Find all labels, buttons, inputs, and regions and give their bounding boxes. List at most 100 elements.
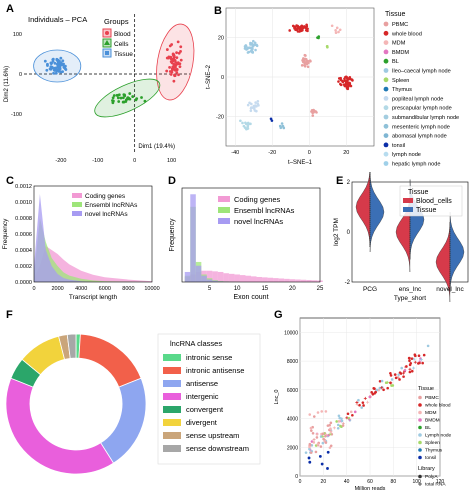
legend-marker bbox=[418, 440, 422, 445]
data-point bbox=[334, 31, 338, 34]
data-point bbox=[255, 44, 259, 48]
legend-label: Blood_cells bbox=[416, 198, 452, 205]
data-point bbox=[254, 48, 257, 52]
data-point bbox=[172, 57, 176, 61]
y-tick-label: 0 bbox=[295, 474, 298, 480]
data-point bbox=[117, 93, 121, 97]
data-point bbox=[329, 421, 333, 425]
series-area bbox=[34, 194, 152, 282]
data-point bbox=[52, 71, 55, 75]
data-point bbox=[308, 445, 311, 449]
legend-marker bbox=[418, 403, 422, 407]
y-axis-label: Frequency bbox=[169, 218, 176, 252]
data-point bbox=[176, 40, 180, 44]
data-point bbox=[366, 400, 370, 404]
legend-swatch bbox=[218, 207, 230, 213]
legend-label: PBMC bbox=[425, 395, 439, 401]
data-point bbox=[326, 450, 330, 454]
legend2-label: total RNA bbox=[425, 482, 446, 488]
data-point bbox=[253, 109, 257, 112]
data-point bbox=[319, 445, 323, 448]
legend-title: Groups bbox=[104, 17, 129, 26]
legend-title: Tissue bbox=[418, 386, 434, 392]
x-tick-label: 20 bbox=[343, 150, 349, 156]
legend-label: prescapular lymph node bbox=[392, 106, 452, 112]
panel-b-tsne: B -40 -20 0 20 20 0 -20 t–SNE–1 t–SNE–2 Tissue PBM… bbox=[206, 5, 459, 168]
data-point bbox=[341, 424, 345, 427]
data-point bbox=[408, 367, 412, 371]
data-point bbox=[116, 96, 120, 100]
data-point bbox=[324, 434, 327, 438]
data-point bbox=[308, 447, 311, 451]
data-point bbox=[410, 357, 414, 361]
data-point bbox=[328, 446, 332, 449]
data-point bbox=[329, 444, 333, 448]
legend-marker bbox=[418, 425, 422, 430]
y-tick-label: 0.0008 bbox=[15, 216, 32, 222]
legend-marker bbox=[383, 77, 389, 83]
data-point bbox=[117, 100, 121, 103]
y-tick-label: 4000 bbox=[287, 417, 298, 423]
data-point bbox=[111, 96, 115, 100]
data-point bbox=[345, 81, 348, 85]
data-point bbox=[250, 106, 254, 109]
legend-label: Ensembl lncRNAs bbox=[85, 202, 138, 209]
data-point bbox=[128, 92, 132, 95]
data-point bbox=[170, 70, 174, 74]
data-point bbox=[57, 66, 61, 69]
data-point bbox=[326, 467, 329, 470]
data-point bbox=[54, 71, 58, 75]
data-point bbox=[170, 43, 174, 46]
legend-swatch bbox=[163, 354, 181, 361]
histogram-bar bbox=[300, 279, 307, 282]
data-point bbox=[336, 423, 340, 427]
histogram-bar bbox=[239, 275, 246, 282]
data-point bbox=[353, 410, 357, 414]
data-point bbox=[245, 122, 248, 126]
data-point bbox=[346, 78, 349, 82]
legend-marker bbox=[418, 448, 422, 452]
histogram-bar bbox=[245, 275, 251, 282]
legend-marker bbox=[418, 433, 422, 437]
data-point bbox=[56, 68, 60, 72]
legend-label: novel lncRNAs bbox=[234, 217, 283, 226]
data-point bbox=[408, 363, 412, 367]
plot-frame bbox=[33, 185, 153, 283]
legend-title: lncRNA classes bbox=[170, 339, 222, 348]
y-axis-label: Lnc_0 bbox=[274, 390, 280, 405]
panel-e-violin: E PCG ens_lnc novel_lnc 2 0 -2 Type_short log2 … bbox=[333, 172, 469, 303]
data-point bbox=[315, 432, 319, 436]
legend-marker bbox=[418, 410, 422, 415]
y-tick-label: 10000 bbox=[284, 330, 298, 336]
data-point bbox=[351, 413, 354, 417]
legend-label: Coding genes bbox=[234, 195, 281, 204]
data-point bbox=[380, 386, 384, 390]
data-point bbox=[175, 56, 179, 60]
legend-label: popliteal lymph node bbox=[392, 96, 443, 102]
y-axis-label: t–SNE–2 bbox=[206, 64, 212, 89]
legend-marker bbox=[105, 51, 109, 55]
legend2-marker bbox=[418, 474, 422, 479]
legend-label: PBMC bbox=[392, 22, 408, 28]
data-point bbox=[373, 387, 376, 391]
data-point bbox=[172, 79, 176, 83]
histogram-bar bbox=[306, 279, 312, 282]
data-point bbox=[412, 357, 416, 361]
x-tick-label: 60 bbox=[367, 479, 373, 485]
legend-swatch bbox=[218, 196, 230, 202]
y-tick-label: 0.0010 bbox=[15, 200, 32, 206]
data-point bbox=[335, 420, 338, 423]
legend-marker bbox=[418, 418, 422, 422]
data-point bbox=[315, 111, 318, 114]
y-tick-label: 6000 bbox=[287, 388, 298, 394]
data-point bbox=[308, 413, 312, 416]
data-point bbox=[348, 81, 351, 85]
x-tick-label: 0 bbox=[32, 286, 35, 292]
data-point bbox=[403, 368, 407, 372]
data-point bbox=[45, 68, 49, 72]
legend-swatch bbox=[403, 207, 413, 212]
legend-label: BL bbox=[392, 59, 399, 65]
data-point bbox=[304, 451, 308, 454]
data-point bbox=[251, 39, 255, 43]
x-tick-label: -100 bbox=[92, 158, 103, 164]
